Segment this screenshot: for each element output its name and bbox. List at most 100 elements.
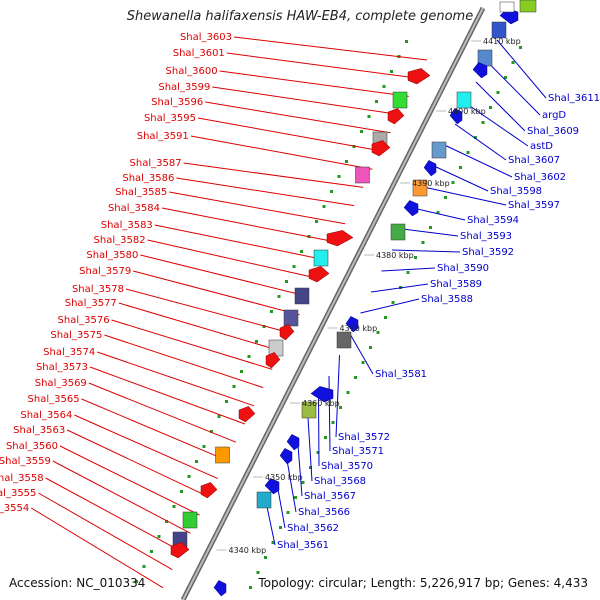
forward-gene-label: Shal_3582 bbox=[94, 235, 146, 246]
tick-marks bbox=[135, 40, 522, 589]
tick-mark bbox=[429, 226, 432, 229]
reverse-gene-label: Shal_3598 bbox=[490, 186, 542, 197]
reverse-leader bbox=[454, 123, 507, 161]
kbp-label: 4390 kbp bbox=[412, 179, 450, 188]
tick-mark bbox=[292, 265, 296, 268]
forward-leader bbox=[52, 460, 191, 534]
reverse-gene-label: Shal_3566 bbox=[298, 507, 350, 518]
forward-leader bbox=[104, 334, 264, 389]
tick-mark bbox=[345, 160, 348, 163]
tick-mark bbox=[382, 85, 386, 88]
tick-mark bbox=[135, 580, 138, 583]
reverse-leader bbox=[475, 81, 526, 132]
forward-leader bbox=[89, 366, 246, 425]
forward-gene-box bbox=[313, 249, 329, 267]
reverse-gene-box bbox=[431, 141, 447, 159]
forward-leader bbox=[30, 507, 164, 589]
forward-gene-label: Shal_3585 bbox=[115, 187, 167, 198]
kbp-label: 4370 kbp bbox=[340, 324, 378, 333]
reverse-gene-arrow bbox=[423, 160, 437, 177]
forward-gene-box bbox=[392, 91, 408, 109]
forward-leader bbox=[197, 117, 382, 152]
tick-mark bbox=[315, 220, 318, 223]
reverse-gene-label: Shal_3594 bbox=[467, 215, 519, 226]
reverse-leader bbox=[318, 396, 320, 467]
forward-leader bbox=[169, 191, 346, 225]
forward-gene-label: Shal_3583 bbox=[101, 220, 153, 231]
tick-mark bbox=[225, 400, 228, 403]
reverse-gene-arrow bbox=[264, 478, 280, 495]
reverse-gene-label: astD bbox=[530, 141, 553, 152]
reverse-gene-arrow bbox=[279, 448, 293, 465]
gene-labels: Shal_3603 Shal_3601 Shal_3600 Shal_3599 Shal… bbox=[0, 32, 600, 551]
forward-gene-box bbox=[283, 309, 299, 327]
tick-mark bbox=[309, 466, 312, 469]
reverse-leader bbox=[496, 39, 547, 99]
reverse-gene-label: Shal_3607 bbox=[508, 155, 560, 166]
forward-gene-arrow bbox=[407, 68, 431, 85]
forward-gene-arrow bbox=[170, 542, 190, 559]
tick-mark bbox=[180, 490, 183, 493]
reverse-gene-label: Shal_3571 bbox=[332, 446, 384, 457]
forward-gene-label: Shal_3558 bbox=[0, 473, 44, 484]
kbp-label: 4380 kbp bbox=[376, 251, 414, 260]
reverse-gene-label: Shal_3593 bbox=[460, 231, 512, 242]
reverse-gene-arrow bbox=[286, 434, 300, 451]
reverse-gene-label: Shal_3581 bbox=[375, 369, 427, 380]
forward-gene-box bbox=[294, 287, 310, 305]
forward-gene-label: Shal_3563 bbox=[13, 425, 65, 436]
tick-mark bbox=[361, 361, 365, 364]
reverse-leader bbox=[381, 267, 436, 272]
reverse-leader bbox=[297, 438, 303, 497]
tick-mark bbox=[367, 115, 371, 118]
tick-mark bbox=[459, 166, 462, 169]
gene-features bbox=[170, 0, 537, 597]
tick-mark bbox=[240, 370, 243, 373]
tick-mark bbox=[391, 301, 395, 304]
tick-mark bbox=[339, 406, 342, 409]
tick-mark bbox=[489, 106, 492, 109]
tick-mark bbox=[264, 556, 267, 559]
reverse-gene-label: Shal_3590 bbox=[437, 263, 489, 274]
tick-mark bbox=[256, 571, 260, 574]
forward-gene-arrow bbox=[371, 140, 391, 157]
forward-leader bbox=[154, 224, 328, 261]
forward-gene-arrow bbox=[238, 406, 256, 423]
reverse-leader bbox=[412, 207, 466, 221]
tick-mark bbox=[294, 496, 297, 499]
forward-gene-label: Shal_3554 bbox=[0, 503, 29, 514]
forward-leader bbox=[125, 288, 291, 334]
tick-mark bbox=[444, 196, 447, 199]
reverse-gene-label: Shal_3568 bbox=[314, 476, 366, 487]
reverse-gene-box bbox=[301, 401, 317, 419]
tick-mark bbox=[322, 205, 326, 208]
reverse-leader bbox=[433, 165, 489, 192]
tick-mark bbox=[376, 331, 380, 334]
tick-mark bbox=[232, 385, 236, 388]
forward-leader bbox=[59, 445, 200, 516]
forward-gene-box bbox=[355, 166, 370, 184]
reverse-leader bbox=[307, 417, 313, 482]
forward-leader bbox=[233, 36, 428, 61]
tick-mark bbox=[337, 175, 341, 178]
forward-gene-label: Shal_3596 bbox=[151, 97, 203, 108]
reverse-leader bbox=[423, 186, 507, 206]
tick-mark bbox=[466, 151, 470, 154]
tick-mark bbox=[406, 271, 410, 274]
reverse-gene-box bbox=[491, 21, 507, 39]
tick-mark bbox=[324, 436, 327, 439]
reverse-gene-label: Shal_3567 bbox=[304, 491, 356, 502]
reverse-gene-arrow bbox=[213, 580, 227, 597]
tick-mark bbox=[277, 295, 281, 298]
gene-marker bbox=[499, 1, 515, 13]
forward-gene-label: Shal_3569 bbox=[35, 378, 87, 389]
forward-gene-label: Shal_3576 bbox=[58, 315, 110, 326]
tick-mark bbox=[346, 391, 350, 394]
forward-gene-arrow bbox=[200, 482, 218, 499]
tick-mark bbox=[150, 550, 153, 553]
leader-lines bbox=[30, 36, 547, 589]
tick-mark bbox=[519, 46, 522, 49]
tick-mark bbox=[474, 136, 477, 139]
forward-leader bbox=[81, 398, 227, 461]
